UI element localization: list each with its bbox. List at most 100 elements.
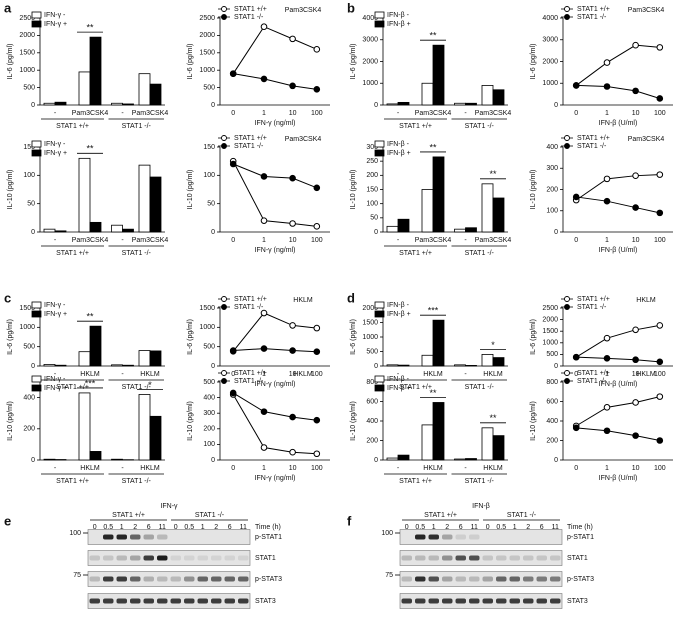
time-label: 2 [445,524,449,531]
band [103,576,114,582]
x-tick-label: 10 [289,371,297,378]
x-tick-label: 1 [262,465,266,472]
time-axis-label: Time (h) [567,524,593,531]
time-label: 11 [240,524,247,531]
axis [562,382,673,461]
y-tick-label: 500 [23,344,35,351]
x-tick-label: Pam3CSK4 [415,237,452,244]
x-tick-label: 100 [311,371,323,378]
marker-label: 100 [69,530,81,537]
bar [78,71,91,106]
x-tick-label: - [397,237,400,244]
bar [397,454,410,461]
y-tick-label: 2000 [19,32,35,39]
legend-label: IFN-γ - [44,302,66,309]
point [260,217,268,224]
y-tick-label: 100 [203,441,215,448]
bar [111,224,123,233]
x-tick-label: - [121,465,124,472]
point [313,86,321,93]
point [289,174,296,182]
significance-label: ** [489,169,497,179]
band [157,576,168,582]
point [313,416,321,424]
legend-label: STAT1 +/+ [577,296,610,303]
y-tick-label: 3000 [362,37,378,44]
x-tick-label: 0 [574,237,578,244]
band [224,598,235,604]
band [89,555,100,561]
group-label: STAT1 +/+ [56,250,89,257]
bar [89,325,102,367]
band [455,598,466,604]
x-tick-label: HKLM [483,465,503,472]
legend-label: IFN-γ - [44,141,66,148]
legend-label: STAT1 +/+ [577,135,610,142]
point [260,23,268,31]
y-axis-label: IL-10 (pg/ml) [187,401,194,441]
y-tick-label: 150 [203,144,215,151]
y-axis-label: IL-10 (pg/ml) [350,401,357,441]
y-tick-label: 2000 [542,316,558,323]
band [197,598,208,604]
y-axis-label: IL-10 (pg/ml) [350,170,357,210]
legend-label: IFN-β - [387,12,410,19]
bar [138,73,151,106]
bar [138,164,151,233]
legend-swatch [31,301,42,309]
group-label: STAT1 -/- [195,512,225,519]
y-axis-label: IL-6 (pg/ml) [530,319,537,355]
band [130,534,141,540]
time-label: 0.5 [496,524,506,531]
blot-strip [399,571,563,587]
significance-label: ** [86,144,94,154]
line [232,392,317,421]
x-tick-label: HKLM [140,371,160,378]
significance-label: ** [429,388,437,398]
bar [122,103,134,106]
legend-marker [564,378,570,384]
x-tick-label: 10 [289,465,297,472]
point [260,408,268,415]
time-axis-label: Time (h) [255,524,281,531]
point [260,173,268,180]
point [656,95,664,102]
bar [149,83,162,106]
time-label: 0.5 [184,524,194,531]
band [157,534,168,540]
x-tick-label: HKLM [80,465,100,472]
bar [421,189,434,233]
blot-strip [87,529,251,545]
point [656,322,664,329]
y-tick-label: 500 [203,379,215,386]
band [496,576,507,582]
line [575,396,660,427]
legend-swatch [374,11,385,19]
band [238,576,249,582]
legend-swatch [374,384,385,392]
line [232,26,317,74]
band [536,576,547,582]
point [603,355,611,362]
significance-label: ** [86,312,94,322]
bar [397,218,410,233]
point [603,427,611,435]
blot-strip [87,571,251,587]
legend-label: STAT1 -/- [234,378,264,385]
point [313,450,321,458]
group-label: STAT1 +/+ [424,512,457,519]
x-tick-label: 10 [632,371,640,378]
band [469,555,480,561]
x-tick-label: 0 [231,465,235,472]
time-label: 6 [459,524,463,531]
axis [219,382,330,461]
band [442,598,453,604]
band [130,598,141,604]
legend-swatch [31,11,42,19]
bar [43,228,56,233]
band [455,576,466,582]
row-label: p-STAT1 [255,534,282,541]
x-axis-label: IFN-β (U/ml) [599,381,638,388]
x-tick-label: 1 [262,237,266,244]
x-axis-label: IFN-γ (ng/ml) [255,381,296,388]
